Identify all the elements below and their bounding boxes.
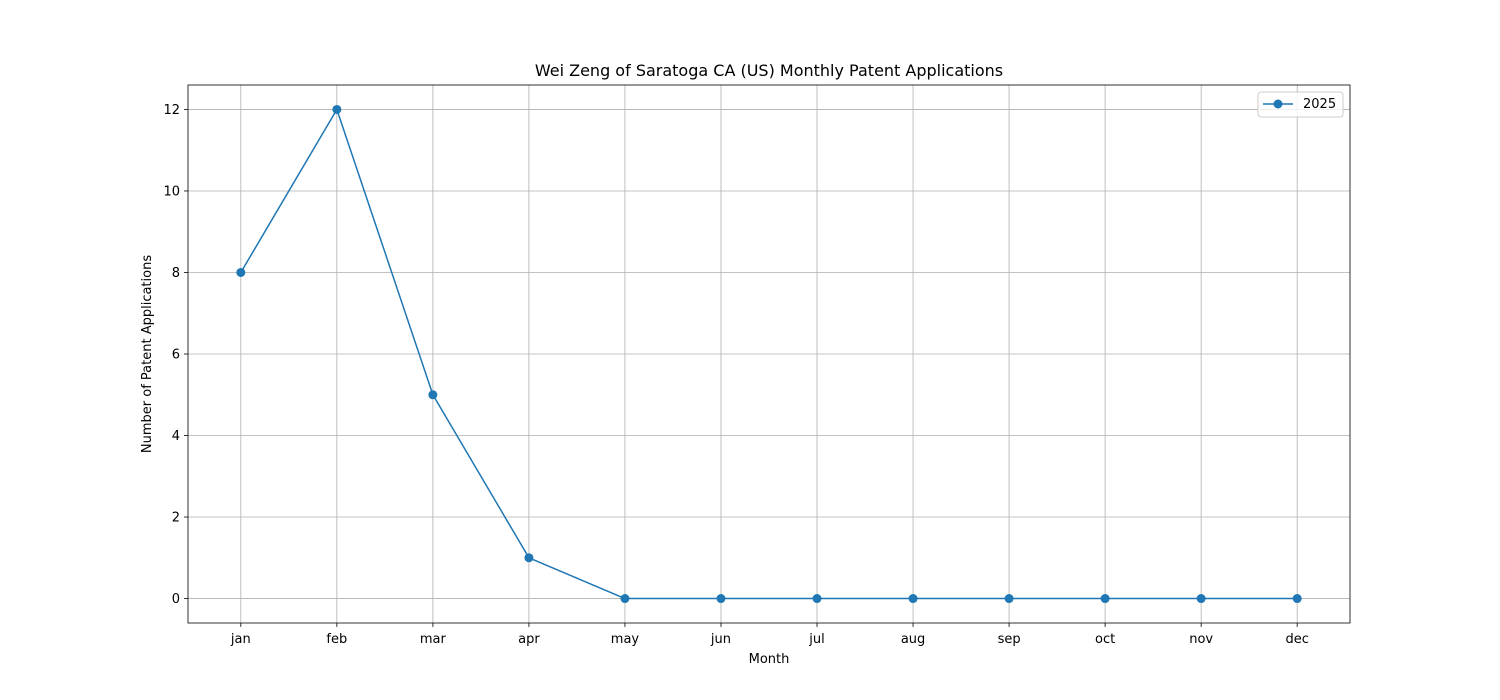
y-tick-label-2: 2 xyxy=(172,511,180,526)
x-tick-label-sep: sep xyxy=(998,632,1021,647)
data-point-jun xyxy=(716,594,725,603)
x-axis-label: Month xyxy=(749,652,790,667)
data-point-may xyxy=(620,594,629,603)
legend-label-2025: 2025 xyxy=(1303,97,1336,112)
x-tick-label-nov: nov xyxy=(1189,632,1213,647)
y-tick-label-10: 10 xyxy=(163,184,180,199)
x-tick-label-jun: jun xyxy=(710,632,731,647)
x-tick-label-jul: jul xyxy=(808,632,824,647)
data-point-jan xyxy=(236,268,245,277)
x-tick-label-dec: dec xyxy=(1285,632,1308,647)
y-tick-label-8: 8 xyxy=(172,266,180,281)
data-point-apr xyxy=(524,553,533,562)
x-tick-label-aug: aug xyxy=(901,632,925,647)
data-point-sep xyxy=(1005,594,1014,603)
y-axis-label: Number of Patent Applications xyxy=(140,255,155,453)
chart-title: Wei Zeng of Saratoga CA (US) Monthly Pat… xyxy=(535,61,1003,80)
y-tick-label-12: 12 xyxy=(163,103,180,118)
x-tick-label-oct: oct xyxy=(1095,632,1115,647)
legend-marker-swatch xyxy=(1274,100,1283,109)
x-tick-label-may: may xyxy=(611,632,640,647)
y-tick-label-0: 0 xyxy=(172,592,180,607)
y-tick-label-4: 4 xyxy=(172,429,180,444)
x-tick-label-feb: feb xyxy=(326,632,347,647)
data-point-jul xyxy=(813,594,822,603)
data-point-oct xyxy=(1101,594,1110,603)
data-point-mar xyxy=(428,390,437,399)
x-tick-label-mar: mar xyxy=(420,632,447,647)
x-tick-label-jan: jan xyxy=(230,632,251,647)
data-point-dec xyxy=(1293,594,1302,603)
data-point-nov xyxy=(1197,594,1206,603)
y-tick-label-6: 6 xyxy=(172,348,180,363)
data-point-aug xyxy=(909,594,918,603)
x-tick-label-apr: apr xyxy=(518,632,540,647)
legend: 2025 xyxy=(1258,92,1343,117)
data-point-feb xyxy=(332,105,341,114)
